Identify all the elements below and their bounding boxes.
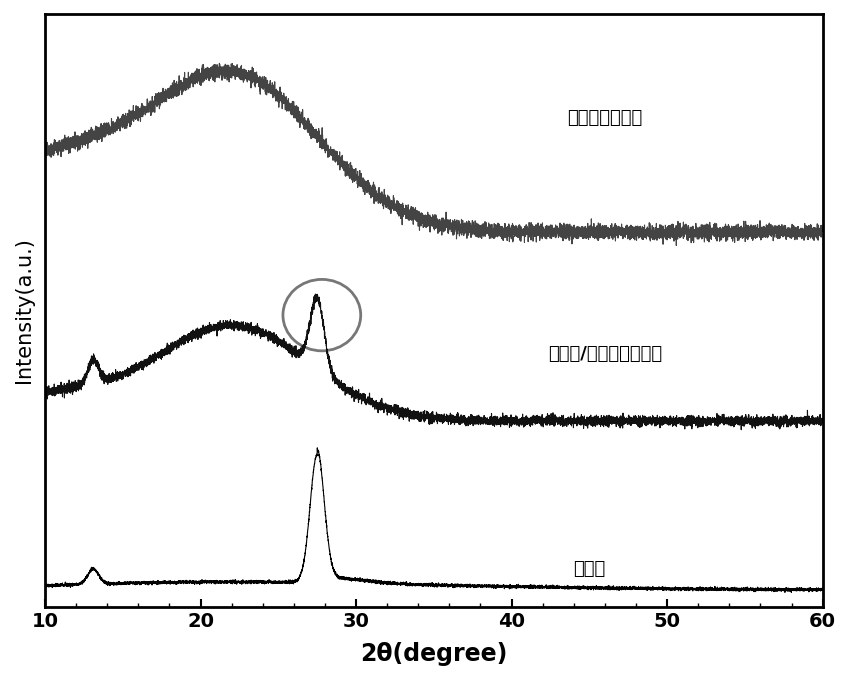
X-axis label: 2θ(degree): 2θ(degree) bbox=[360, 642, 507, 666]
Text: 氮化碳: 氮化碳 bbox=[573, 560, 605, 578]
Y-axis label: Intensity(a.u.): Intensity(a.u.) bbox=[14, 237, 34, 384]
Text: 氮化碳/醛酸纤维素薄膜: 氮化碳/醛酸纤维素薄膜 bbox=[547, 345, 662, 363]
Text: 醛酸纤维素薄膜: 醛酸纤维素薄膜 bbox=[567, 109, 643, 127]
